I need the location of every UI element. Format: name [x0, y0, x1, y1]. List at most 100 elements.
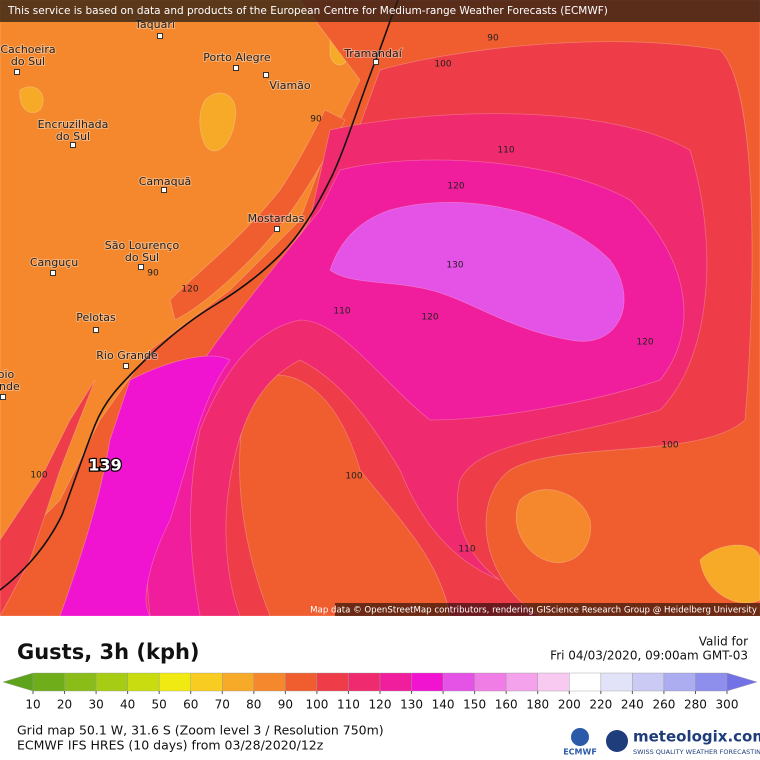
tagline: SWISS QUALITY WEATHER FORECASTING: [633, 748, 760, 756]
city-label: do Sul: [125, 251, 159, 264]
colorbar-tick-label: 40: [120, 698, 135, 712]
colorbar-tick-label: 50: [152, 698, 167, 712]
ecmwf-logo-icon: [571, 728, 589, 746]
contour-label: 110: [497, 146, 514, 156]
city-label: do Sul: [11, 55, 45, 68]
contour-label: 120: [181, 285, 198, 295]
city-label: Cachoeira: [0, 43, 55, 56]
city-marker: [50, 270, 56, 276]
map-attribution-bg: [335, 603, 760, 616]
city-label: São Lourenço: [105, 239, 180, 252]
city-label: oio: [0, 368, 15, 381]
max-gust-label: 139: [88, 456, 121, 475]
colorbar-swatch: [663, 672, 696, 692]
colorbar-tick-label: 10: [25, 698, 40, 712]
colorbar-tick-label: 240: [621, 698, 644, 712]
city-label: Encruzilhada: [38, 118, 109, 131]
colorbar-swatch: [32, 672, 65, 692]
contour-label: 90: [310, 115, 322, 125]
coastline: [0, 0, 399, 591]
colorbar-swatch: [537, 672, 570, 692]
meteologix-icon: [606, 730, 628, 752]
gust-area: [515, 489, 592, 563]
colorbar-swatch: [64, 672, 97, 692]
city-marker: [157, 33, 163, 39]
contour-label: 100: [434, 60, 451, 70]
colorbar-tick-label: 200: [558, 698, 581, 712]
colorbar-tick-label: 60: [183, 698, 198, 712]
valid-label: Valid for: [699, 635, 748, 649]
colorbar-tick-label: 90: [278, 698, 293, 712]
city-label: Mostardas: [248, 212, 305, 225]
colorbar-swatch: [190, 672, 223, 692]
colorbar-tick-label: 110: [337, 698, 360, 712]
city-label: Pelotas: [76, 311, 116, 324]
city-label: Porto Alegre: [203, 51, 271, 64]
colorbar-tick-label: 260: [652, 698, 675, 712]
colorbar: 10 20 30 40 50 60 70 80 90 100 110 120 130 140 150 160 1…: [2, 672, 758, 712]
colorbar-tick-label: 30: [88, 698, 103, 712]
gust-area: [329, 201, 625, 342]
brand: meteologix.com: [633, 728, 760, 746]
city-marker: [274, 226, 280, 232]
gust-area: [699, 544, 760, 604]
colorbar-tick-label: 70: [215, 698, 230, 712]
colorbar-tick-label: 100: [305, 698, 328, 712]
contour-label: 100: [30, 471, 47, 481]
gust-area: [169, 109, 346, 321]
contour-label: 90: [147, 269, 159, 279]
city-marker: [161, 187, 167, 193]
city-marker: [138, 264, 144, 270]
city-label: Rio Grande: [96, 349, 158, 362]
city-marker: [93, 327, 99, 333]
city-label: ande: [0, 380, 20, 393]
colorbar-swatch: [726, 672, 758, 692]
city-marker: [70, 142, 76, 148]
gust-area: [239, 374, 451, 617]
gust-area: [19, 86, 44, 114]
model-info: ECMWF IFS HRES (10 days) from 03/28/2020…: [17, 738, 324, 753]
city-marker: [233, 65, 239, 71]
legend-title: Gusts, 3h (kph): [17, 640, 200, 664]
colorbar-tick-label: 120: [369, 698, 392, 712]
ecmwf-logo: ECMWF: [563, 748, 597, 757]
colorbar-tick-label: 80: [246, 698, 261, 712]
gust-area: [0, 379, 96, 617]
colorbar-swatch: [158, 672, 191, 692]
colorbar-swatch: [222, 672, 255, 692]
colorbar-swatch: [505, 672, 538, 692]
colorbar-swatch: [127, 672, 160, 692]
colorbar-swatch: [600, 672, 633, 692]
city-marker: [123, 363, 129, 369]
gust-field: [0, 0, 760, 617]
city-marker: [263, 72, 269, 78]
header-attribution: This service is based on data and produc…: [7, 5, 608, 17]
city-label: Camaquã: [139, 175, 192, 188]
city-label: Tramandaí: [343, 47, 403, 60]
colorbar-swatch: [95, 672, 128, 692]
colorbar-tick-label: 160: [495, 698, 518, 712]
colorbar-swatch: [285, 672, 318, 692]
colorbar-swatch: [474, 672, 507, 692]
colorbar-tick-label: 300: [716, 698, 739, 712]
gust-area: [59, 355, 231, 617]
valid-time: Fri 04/03/2020, 09:00am GMT-03: [550, 649, 748, 663]
colorbar-tick-label: 220: [589, 698, 612, 712]
colorbar-swatch: [442, 672, 475, 692]
colorbar-tick-label: 130: [400, 698, 423, 712]
city-label: Canguçu: [30, 256, 78, 269]
header-bar: [0, 0, 760, 22]
grid-info: Grid map 50.1 W, 31.6 S (Zoom level 3 / …: [17, 723, 384, 738]
colorbar-swatch: [411, 672, 444, 692]
colorbar-swatch: [695, 672, 728, 692]
contour-label: 110: [333, 307, 350, 317]
colorbar-tick-label: 140: [432, 698, 455, 712]
contour-label: 90: [487, 34, 499, 44]
map-attribution: Map data © OpenStreetMap contributors, r…: [310, 606, 757, 616]
colorbar-tick-label: 150: [463, 698, 486, 712]
city-marker: [373, 59, 379, 65]
gust-area: [199, 92, 237, 152]
city-marker: [0, 394, 6, 400]
